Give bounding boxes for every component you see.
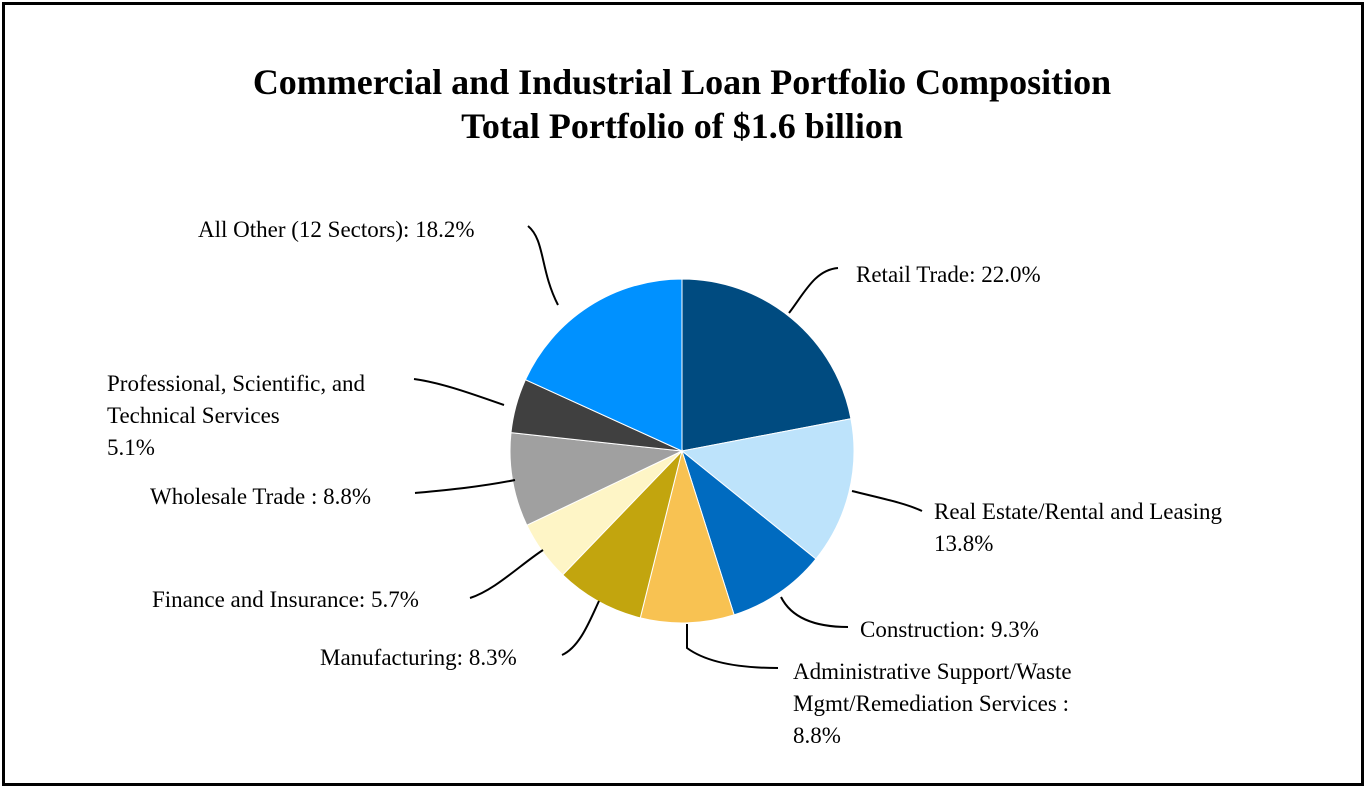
pie-slice-retail-trade [681, 278, 852, 452]
pie-slice-real-estate-rental-and-leasing [680, 418, 855, 560]
pie-slice-all-other-12-sectors [524, 278, 683, 452]
chart-subtitle: Total Portfolio of $1.6 billion [461, 106, 903, 146]
chart-title: Commercial and Industrial Loan Portfolio… [252, 62, 1112, 102]
pie-slice-construction [681, 449, 817, 616]
slice-label-retail-trade: Retail Trade: 22.0% [856, 262, 1041, 287]
leader-line [469, 549, 544, 599]
leader-line [561, 600, 600, 656]
pie-slice-administrative-support-waste-mgmt-remediation-services [639, 449, 735, 624]
slice-label-construction: Construction: 9.3% [860, 617, 1039, 642]
slice-label-real-estate: Real Estate/Rental and Leasing 13.8% [934, 499, 1223, 556]
slice-label-all-other: All Other (12 Sectors): 18.2% [198, 217, 475, 242]
slice-label-administrative-support: Administrative Support/Waste Mgmt/Remedia… [793, 659, 1072, 748]
leader-line [686, 624, 779, 669]
leader-line [780, 596, 849, 628]
slice-label-wholesale-trade: Wholesale Trade : 8.8% [150, 484, 372, 509]
leader-line [414, 479, 516, 494]
leader-line [527, 225, 559, 306]
slice-label-manufacturing: Manufacturing: 8.3% [320, 645, 517, 670]
leader-line [788, 267, 839, 314]
slice-label-finance-insurance: Finance and Insurance: 5.7% [152, 587, 419, 612]
slice-label-professional-services: Professional, Scientific, and Technical S… [107, 371, 366, 460]
leader-line [413, 378, 505, 406]
leader-line [851, 490, 923, 512]
